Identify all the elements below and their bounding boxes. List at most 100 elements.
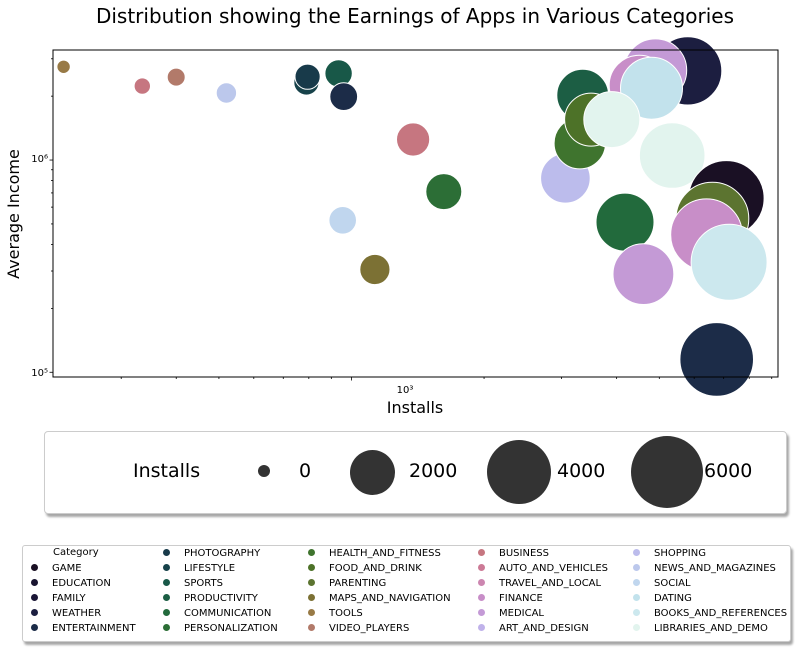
legend-marker (163, 578, 170, 586)
legend-marker (478, 608, 485, 616)
legend-entry-productivity: PRODUCTIVITY (163, 592, 258, 606)
legend-marker (31, 623, 38, 631)
legend-marker (31, 608, 38, 616)
legend-marker (633, 578, 640, 586)
legend-label: LIFESTYLE (184, 563, 236, 574)
legend-label: COMMUNICATION (184, 608, 272, 619)
legend-label: SOCIAL (654, 578, 691, 589)
legend-entry-food-and-drink: FOOD_AND_DRINK (308, 562, 422, 576)
y-tick-label-1e6: 10⁶ (31, 154, 48, 165)
bubble-business (396, 122, 431, 157)
legend-entry-shopping: SHOPPING (633, 547, 706, 561)
category-legend: Category GAME EDUCATION FAMILY WEATHER ENTER… (22, 545, 791, 642)
axis-ticks (49, 58, 773, 381)
x-tick-label: 10³ (397, 385, 414, 396)
legend-marker (163, 608, 170, 616)
legend-label: AUTO_AND_VEHICLES (499, 563, 609, 574)
legend-label: VIDEO_PLAYERS (329, 623, 410, 634)
legend-label: ENTERTAINMENT (52, 623, 136, 634)
legend-marker (633, 608, 640, 616)
bubble-libraries-and-demo (638, 122, 706, 189)
legend-marker (633, 623, 640, 631)
category-legend-title: Category (53, 547, 99, 558)
legend-entry-video-players: VIDEO_PLAYERS (308, 622, 409, 636)
legend-marker (478, 593, 485, 601)
scatter-plot: 10³ 10⁶ 10⁵ Installs Average Income (4, 36, 779, 417)
legend-entry-health-and-fitness: HEALTH_AND_FITNESS (308, 547, 441, 561)
legend-entry-family: FAMILY (31, 592, 86, 606)
size-legend: Installs 0 2000 4000 6000 (44, 431, 787, 514)
legend-marker (478, 623, 485, 631)
legend-label: BOOKS_AND_REFERENCES (654, 608, 788, 619)
legend-marker (633, 548, 640, 556)
size-legend-label-2000: 2000 (409, 460, 458, 482)
legend-marker (163, 623, 170, 631)
legend-entry-libraries-and-demo: LIBRARIES_AND_DEMO (633, 622, 768, 636)
legend-entry-business: BUSINESS (478, 547, 549, 561)
legend-entry-social: SOCIAL (633, 577, 691, 591)
legend-label: FOOD_AND_DRINK (329, 563, 422, 574)
legend-entry-travel-and-local: TRAVEL_AND_LOCAL (478, 577, 601, 591)
size-legend-bubble-6000 (631, 436, 703, 508)
legend-marker (633, 593, 640, 601)
legend-label: GAME (52, 563, 82, 574)
chart-title: Distribution showing the Earnings of App… (95, 4, 735, 28)
legend-entry-communication: COMMUNICATION (163, 607, 271, 621)
legend-label: FAMILY (52, 593, 86, 604)
legend-label: NEWS_AND_MAGAZINES (654, 563, 776, 574)
legend-label: WEATHER (52, 608, 102, 619)
legend-entry-dating: DATING (633, 592, 692, 606)
legend-marker (308, 623, 315, 631)
x-axis-label: Installs (387, 398, 444, 417)
legend-label: PARENTING (329, 578, 387, 589)
size-legend-bubble-0 (258, 465, 270, 477)
legend-marker (163, 563, 170, 571)
legend-marker (308, 593, 315, 601)
legend-label: SPORTS (184, 578, 223, 589)
legend-entry-news-and-magazines: NEWS_AND_MAGAZINES (633, 562, 776, 576)
legend-label: PRODUCTIVITY (184, 593, 258, 604)
legend-label: MAPS_AND_NAVIGATION (329, 593, 451, 604)
legend-entry-tools: TOOLS (308, 607, 363, 621)
bubble-entertainment (679, 322, 755, 397)
legend-label: PHOTOGRAPHY (184, 548, 261, 559)
legend-entry-weather: WEATHER (31, 607, 101, 621)
legend-entry-game: GAME (31, 562, 82, 576)
legend-marker (308, 563, 315, 571)
legend-label: MEDICAL (499, 608, 544, 619)
size-legend-label-0: 0 (299, 460, 312, 482)
legend-marker (478, 578, 485, 586)
legend-marker (31, 563, 38, 571)
legend-marker (163, 593, 170, 601)
legend-marker (478, 563, 485, 571)
legend-label: HEALTH_AND_FITNESS (329, 548, 441, 559)
bubble-social (328, 206, 358, 235)
legend-entry-personalization: PERSONALIZATION (163, 622, 278, 636)
legend-marker (478, 548, 485, 556)
legend-marker (308, 578, 315, 586)
legend-label: DATING (654, 593, 692, 604)
bubble-dating (620, 56, 683, 120)
bubble-video-players (166, 67, 186, 87)
legend-label: LIBRARIES_AND_DEMO (654, 623, 768, 634)
legend-marker (31, 578, 38, 586)
legend-label: TRAVEL_AND_LOCAL (499, 578, 602, 589)
legend-entry-art-and-design: ART_AND_DESIGN (478, 622, 589, 636)
legend-entry-auto-and-vehicles: AUTO_AND_VEHICLES (478, 562, 608, 576)
legend-label: TOOLS (329, 608, 363, 619)
bubble-business (133, 77, 152, 95)
y-axis-label: Average Income (4, 149, 23, 279)
legend-label: BUSINESS (499, 548, 549, 559)
legend-entry-lifestyle: LIFESTYLE (163, 562, 235, 576)
size-legend-bubble-2000 (350, 450, 395, 495)
legend-entry-sports: SPORTS (163, 577, 223, 591)
y-tick-label-1e5: 10⁵ (31, 368, 48, 379)
legend-marker (308, 608, 315, 616)
legend-entry-medical: MEDICAL (478, 607, 544, 621)
legend-entry-maps-and-navigation: MAPS_AND_NAVIGATION (308, 592, 451, 606)
size-legend-bubble-4000 (487, 440, 551, 504)
legend-entry-parenting: PARENTING (308, 577, 386, 591)
bubble-photography (294, 63, 321, 90)
legend-entry-photography: PHOTOGRAPHY (163, 547, 260, 561)
bubble-books-and-references (690, 223, 768, 301)
